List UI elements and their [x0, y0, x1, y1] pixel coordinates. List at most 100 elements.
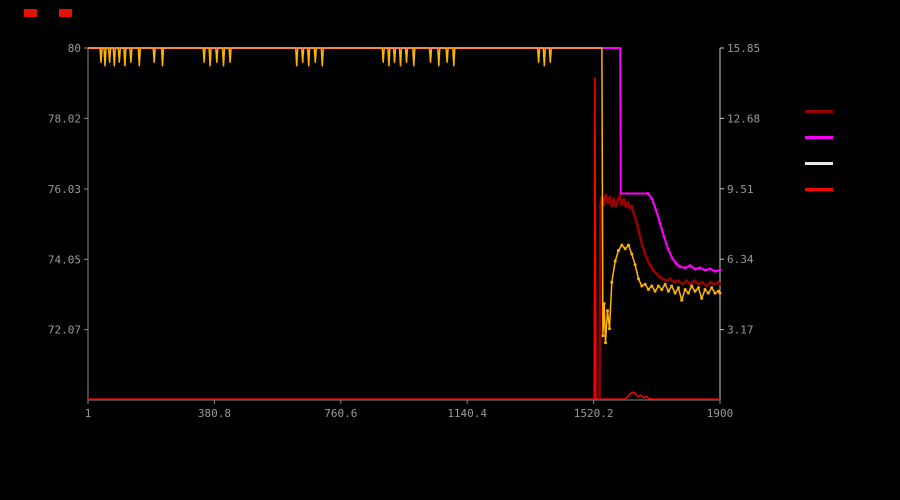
yellow-series-marker	[650, 284, 654, 288]
x-tick-label: 1900	[707, 407, 734, 420]
yellow-series-marker	[610, 280, 614, 284]
yellow-series-marker	[660, 288, 664, 291]
dark-red-series-marker	[610, 204, 614, 208]
x-tick-label: 1140.4	[447, 407, 487, 420]
yellow-series-marker	[640, 284, 644, 288]
yellow-series-marker	[670, 284, 674, 288]
yellow-series-marker	[606, 309, 609, 313]
yellow-series-marker	[627, 243, 630, 247]
y-right-tick-label: 9.51	[727, 183, 754, 196]
yellow-series-marker	[713, 291, 717, 295]
dark-red-series-marker	[661, 277, 665, 281]
yellow-series-marker	[633, 263, 637, 267]
legend-swatch-4	[805, 188, 833, 191]
legend-swatch-2	[805, 136, 833, 139]
magenta-series-marker	[662, 235, 666, 239]
y-right-tick-label: 12.68	[727, 112, 760, 125]
dark-red-series-marker	[712, 282, 716, 286]
dark-red-series-marker	[704, 284, 708, 288]
dark-red-series-marker	[680, 282, 684, 286]
magenta-series-marker	[718, 268, 722, 272]
yellow-series-marker	[608, 327, 611, 331]
dark-red-series-marker	[604, 193, 608, 197]
dark-red-series-marker	[648, 263, 652, 267]
yellow-series-marker	[700, 296, 704, 300]
x-tick-label: 1520.2	[574, 407, 614, 420]
x-tick-label: 1	[85, 407, 92, 420]
magenta-series-marker	[646, 192, 650, 195]
dark-red-series-marker	[684, 279, 688, 283]
dark-red-series-marker	[676, 279, 680, 283]
dark-red-series-marker	[718, 282, 722, 286]
yellow-series-marker	[706, 291, 710, 295]
magenta-series-marker	[703, 268, 707, 272]
dark-red-series-marker	[608, 195, 612, 199]
dark-red-series-marker	[620, 202, 624, 206]
yellow-series-marker	[666, 289, 670, 293]
yellow-series-marker	[710, 286, 714, 290]
dark-red-series-marker	[635, 220, 638, 224]
yellow-series	[88, 47, 721, 344]
legend-swatch-3	[805, 162, 833, 165]
magenta-series-marker	[693, 267, 697, 271]
yellow-series-marker	[696, 286, 700, 290]
dark-red-series-marker	[622, 197, 626, 201]
yellow-series-marker	[663, 282, 667, 286]
magenta-series-marker	[683, 266, 687, 270]
yellow-series-marker	[676, 286, 680, 290]
dark-red-series-marker	[692, 279, 696, 283]
y-right-tick-label: 15.85	[727, 42, 760, 55]
dark-red-series-marker	[626, 201, 630, 204]
yellow-series-marker	[653, 289, 657, 293]
dark-red-series-marker	[672, 280, 676, 284]
dark-red-series-marker	[612, 197, 616, 201]
y-right-tick-label: 3.17	[727, 324, 754, 337]
yellow-series-marker	[686, 291, 690, 295]
legend-swatch-1	[805, 110, 833, 113]
dark-red-series-marker	[668, 277, 672, 281]
dark-red-series-marker	[643, 250, 646, 254]
dark-red-series-marker	[616, 199, 620, 203]
y-left-tick-label: 78.02	[48, 112, 81, 125]
magenta-series-marker	[658, 221, 662, 225]
dark-red-series-marker	[632, 211, 636, 215]
y-left-tick-label: 72.07	[48, 324, 81, 337]
yellow-series-marker	[637, 277, 640, 281]
magenta-series-marker	[666, 247, 670, 251]
y-left-tick-label: 76.03	[48, 183, 81, 196]
y-left-tick-label: 80	[68, 42, 81, 55]
yellow-series-marker	[673, 291, 677, 295]
chart-legend	[805, 110, 833, 191]
yellow-series-marker	[656, 284, 660, 288]
red-series	[88, 77, 720, 400]
yellow-series-marker	[617, 249, 620, 252]
magenta-series-marker	[698, 266, 702, 270]
yellow-series-marker	[643, 282, 647, 286]
dark-red-series-marker	[645, 257, 649, 261]
magenta-series-marker	[678, 265, 682, 269]
magenta-series	[88, 47, 721, 273]
yellow-series-marker	[680, 298, 684, 302]
yellow-series-marker	[690, 284, 694, 288]
yellow-series-marker	[718, 291, 722, 295]
dark-red-series-marker	[630, 204, 634, 208]
yellow-series-marker	[620, 243, 624, 247]
indicator-led-2	[59, 9, 72, 17]
dark-red-series-marker	[658, 275, 662, 279]
magenta-series-marker	[650, 197, 654, 201]
magenta-series-marker	[713, 269, 717, 273]
magenta-series-marker	[688, 264, 692, 268]
yellow-series-marker	[693, 289, 697, 293]
yellow-series-marker	[604, 341, 607, 345]
dark-red-series-marker	[618, 193, 622, 197]
yellow-series-marker	[602, 302, 606, 306]
dark-red-series-marker	[637, 231, 641, 235]
magenta-series-marker	[708, 267, 712, 271]
dark-red-series-marker	[696, 282, 700, 286]
yellow-series-marker	[646, 288, 650, 291]
y-right-tick-label: 6.34	[727, 253, 754, 266]
magenta-series-marker	[674, 261, 678, 265]
yellow-series-marker	[703, 288, 707, 291]
indicator-strip	[24, 9, 72, 17]
